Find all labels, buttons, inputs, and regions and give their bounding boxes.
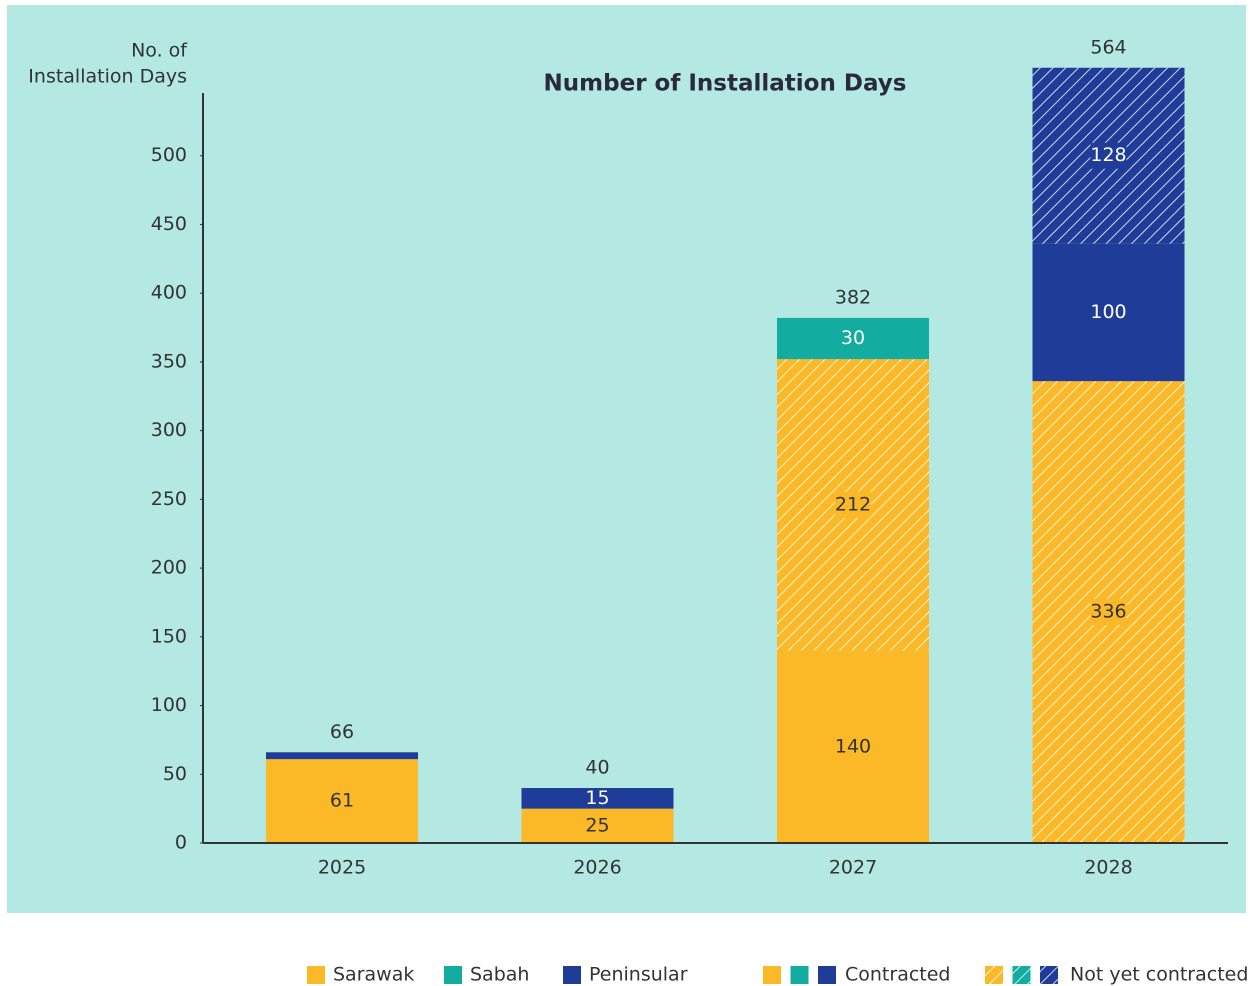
y-tick-label: 50: [163, 763, 187, 785]
y-tick-label: 250: [151, 488, 187, 510]
bar-segment: [266, 752, 418, 760]
y-tick-label: 300: [151, 419, 187, 441]
legend-label: Sarawak: [333, 964, 414, 986]
value-label: 212: [835, 493, 871, 515]
x-tick-label: 2028: [1084, 857, 1132, 879]
legend-swatch: [563, 966, 581, 984]
y-tick-label: 200: [151, 557, 187, 579]
value-label: 128: [1090, 144, 1126, 166]
bar-segment: [777, 317, 929, 360]
value-label: 61: [330, 790, 354, 812]
y-tick-label: 150: [151, 625, 187, 647]
label-bg: [835, 491, 871, 518]
y-tick-label: 450: [151, 213, 187, 235]
y-tick-label: 500: [151, 144, 187, 166]
total-label: 382: [835, 286, 871, 308]
legend-swatch: [763, 966, 781, 984]
y-tick-label: 400: [151, 282, 187, 304]
x-tick-label: 2025: [318, 857, 366, 879]
legend-label: Contracted: [845, 964, 950, 986]
x-tick-label: 2027: [829, 857, 877, 879]
y-axis-label: Installation Days: [28, 66, 187, 88]
bar-segment: [521, 808, 674, 843]
bar-segment: [521, 788, 674, 809]
legend-label: Sabah: [470, 964, 529, 986]
value-label: 140: [835, 735, 871, 757]
y-tick-label: 100: [151, 694, 187, 716]
bar-segment: [1032, 243, 1185, 382]
x-tick-label: 2026: [573, 857, 621, 879]
y-tick-label: 350: [151, 350, 187, 372]
bar-segment: [777, 650, 929, 843]
legend-swatch: [818, 966, 836, 984]
value-label: 336: [1090, 601, 1126, 623]
total-label: 564: [1090, 36, 1126, 58]
value-label: 100: [1090, 301, 1126, 323]
chart-title: Number of Installation Days: [544, 71, 907, 97]
y-tick-label: 0: [175, 832, 187, 854]
value-label: 15: [585, 787, 609, 809]
hatch: [1040, 966, 1058, 984]
label-bg: [1090, 599, 1127, 626]
legend-swatch: [307, 966, 325, 984]
y-axis-label: No. of: [131, 40, 188, 62]
total-label: 66: [330, 721, 354, 743]
hatch: [1012, 966, 1031, 984]
legend-label: Peninsular: [589, 964, 688, 986]
bar-segment: [266, 759, 418, 843]
label-bg: [1090, 142, 1127, 169]
legend-swatch: [790, 966, 809, 984]
hatch: [985, 966, 1003, 984]
value-label: 25: [585, 814, 609, 836]
value-label: 30: [841, 327, 865, 349]
total-label: 40: [585, 757, 609, 779]
legend-label: Not yet contracted: [1070, 964, 1248, 986]
legend-swatch: [444, 966, 462, 984]
